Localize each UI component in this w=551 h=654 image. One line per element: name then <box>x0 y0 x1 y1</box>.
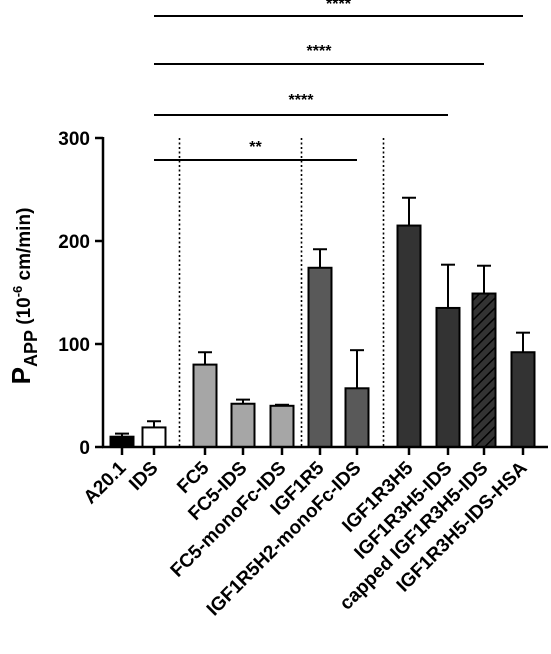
y-tick-label: 300 <box>58 129 90 150</box>
significance-brackets: ************** <box>154 0 523 161</box>
y-tick-label: 200 <box>58 232 90 253</box>
category-label: A20.1 <box>80 457 131 508</box>
significance-label: ** <box>249 139 262 156</box>
error-bar <box>275 403 289 406</box>
bar-igf1r5h2-monofc-ids <box>344 387 370 449</box>
y-tick-label: 100 <box>58 335 90 356</box>
bar-fc5 <box>192 363 218 449</box>
error-bar <box>198 351 212 365</box>
bar-igf1r3h5-ids <box>435 306 461 449</box>
error-bar <box>115 432 129 437</box>
error-bar <box>313 248 327 268</box>
bar-ids <box>141 426 167 448</box>
error-bars <box>115 196 530 437</box>
error-bar <box>477 264 491 294</box>
bar-fc5-ids <box>230 402 256 448</box>
significance-label: **** <box>326 0 352 13</box>
y-axis-label-exp: -6 <box>10 286 25 298</box>
bars <box>109 224 536 449</box>
error-bar <box>441 263 455 308</box>
error-bar <box>147 420 161 428</box>
y-axis-label: PAPP (10-6 cm/min) <box>6 208 41 385</box>
error-bar <box>402 196 416 226</box>
category-label: capped IGF1R3H5-IDS <box>336 458 493 615</box>
y-axis-label-main: P <box>6 367 36 384</box>
bar-fc5-monofc-ids <box>269 404 295 448</box>
error-bar <box>516 331 530 353</box>
significance-label: **** <box>307 43 333 60</box>
category-label: IDS <box>125 458 162 495</box>
error-bar <box>350 349 364 389</box>
bar-igf1r5 <box>307 266 333 448</box>
y-ticks: 0 100 200 300 <box>58 129 103 459</box>
y-axis-label-unit: cm/min) <box>14 208 35 286</box>
bar-igf1r3h5-ids-hsa <box>510 351 536 448</box>
svg-text:PAPP (10-6 cm/min): PAPP (10-6 cm/min) <box>6 208 41 385</box>
bar-igf1r3h5 <box>396 224 422 448</box>
bar-a20.1 <box>109 435 135 449</box>
error-bar <box>236 398 250 404</box>
y-axis-label-sub: APP <box>21 330 41 367</box>
axes <box>101 137 548 449</box>
y-axis-label-open: (10 <box>14 297 35 330</box>
group-separators <box>178 138 385 447</box>
significance-label: **** <box>289 92 315 109</box>
y-tick-label: 0 <box>79 438 90 459</box>
bar-capped-igf1r3h5-ids <box>471 292 497 448</box>
